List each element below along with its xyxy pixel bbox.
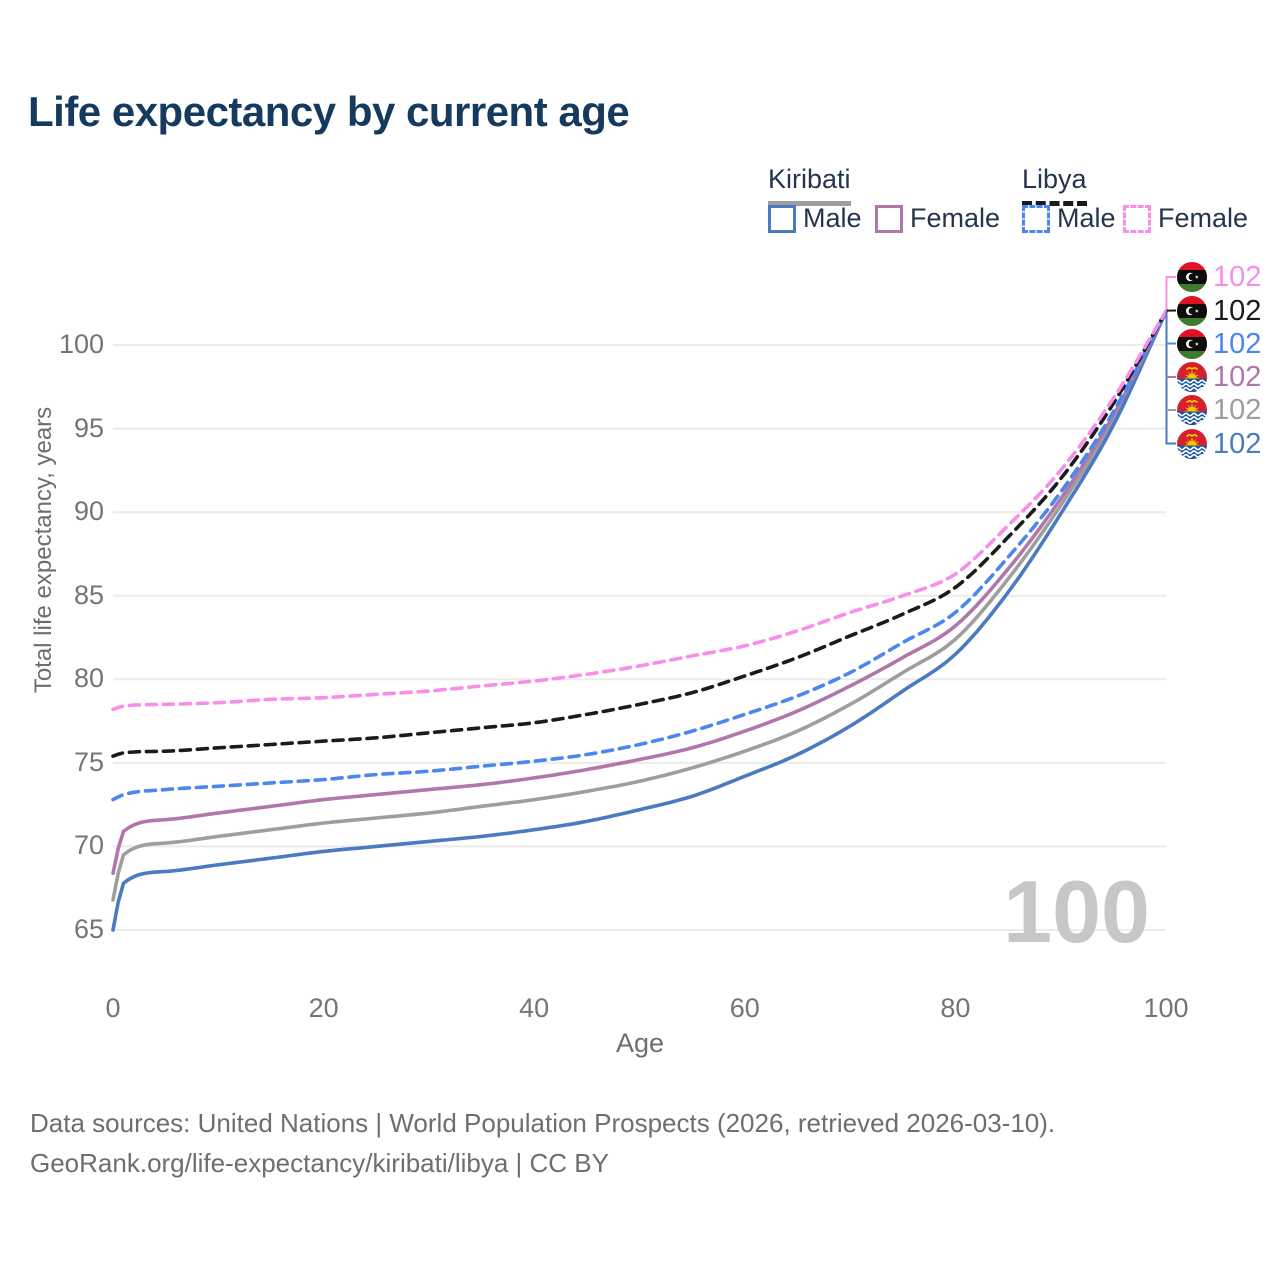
libya-female-label: Female: [1158, 203, 1249, 233]
kiribati-male-label: Male: [803, 203, 862, 233]
libya-flag-icon: [1177, 262, 1207, 292]
libya-male-swatch: [1022, 204, 1050, 233]
libya-flag: [1177, 295, 1207, 326]
end-label-libya-female: 102: [1177, 262, 1261, 292]
y-tick-70: 70: [73, 830, 104, 861]
footer-link: GeoRank.org/life-expectancy/kiribati/lib…: [30, 1148, 609, 1178]
chart-canvas[interactable]: [0, 0, 1280, 1080]
page-title: Life expectancy by current age: [28, 88, 630, 135]
libya-male-label: Male: [1057, 203, 1116, 233]
series-line-libya-male[interactable]: [111, 309, 1168, 802]
end-label-leaders: [1165, 276, 1177, 445]
leader-libya-female: [1165, 276, 1176, 312]
legend-group-kiribati[interactable]: Kiribati: [768, 164, 851, 206]
footer: Data sources: United Nations | World Pop…: [30, 1103, 1055, 1183]
x-axis-title: Age: [615, 1028, 665, 1058]
y-tick-100: 100: [58, 329, 104, 359]
x-tick-40: 40: [519, 993, 550, 1023]
y-tick-65: 65: [73, 914, 104, 944]
end-value: 102: [1213, 327, 1262, 360]
series-line-kiribati-female[interactable]: [111, 309, 1168, 875]
x-tick-60: 60: [729, 993, 760, 1023]
x-tick-80: 80: [940, 993, 971, 1023]
x-tick-100: 100: [1143, 993, 1189, 1023]
kiribati-female-swatch: [875, 204, 903, 233]
kiribati-flag-icon: [1177, 428, 1207, 459]
legend-item-libya-female[interactable]: Female: [1123, 203, 1248, 234]
libya-female-swatch: [1123, 204, 1151, 233]
end-value: 102: [1213, 261, 1262, 293]
y-tick-95: 95: [73, 412, 104, 443]
end-value: 102: [1213, 294, 1262, 327]
series-lines: [111, 309, 1168, 932]
x-tick-0: 0: [105, 993, 121, 1023]
y-tick-90: 90: [73, 496, 104, 527]
legend-group-libya[interactable]: Libya: [1022, 164, 1087, 206]
leader-kiribati-male: [1165, 311, 1176, 445]
legend-group-libya-label: Libya: [1022, 164, 1087, 206]
kiribati-flag: [1177, 395, 1207, 425]
legend-item-kiribati-female[interactable]: Female: [875, 203, 1000, 234]
kiribati-flag: [1177, 428, 1207, 459]
legend-item-kiribati-male[interactable]: Male: [768, 203, 862, 234]
kiribati-flag: [1177, 362, 1207, 392]
kiribati-flag-icon: [1177, 395, 1207, 425]
libya-flag: [1177, 262, 1207, 292]
end-label-libya-male: 102: [1177, 327, 1262, 360]
end-label-kiribati-both-sexes: 102: [1177, 395, 1261, 425]
gridlines: [113, 344, 1166, 931]
y-tick-85: 85: [73, 579, 104, 610]
libya-flag-icon: [1177, 295, 1207, 326]
y-axis-title: Total life expectancy, years: [30, 406, 57, 694]
series-line-kiribati-both-sexes[interactable]: [111, 309, 1168, 902]
y-tick-75: 75: [73, 746, 104, 777]
end-label-kiribati-male: 102: [1177, 427, 1262, 460]
footer-sources: Data sources: United Nations | World Pop…: [30, 1108, 1056, 1138]
libya-flag-icon: [1177, 328, 1207, 359]
x-tick-20: 20: [308, 993, 339, 1023]
end-value: 102: [1213, 427, 1262, 460]
series-line-libya-female[interactable]: [111, 309, 1168, 712]
kiribati-male-swatch: [768, 204, 796, 233]
kiribati-flag-icon: [1177, 362, 1207, 392]
end-label-libya-both-sexes: 102: [1177, 294, 1262, 327]
libya-flag: [1177, 328, 1207, 359]
end-value: 102: [1213, 361, 1262, 393]
end-label-kiribati-female: 102: [1177, 362, 1261, 392]
age-counter-watermark: 100: [1003, 862, 1150, 961]
legend-item-libya-male[interactable]: Male: [1022, 203, 1116, 234]
kiribati-female-label: Female: [910, 203, 1001, 233]
y-tick-80: 80: [73, 663, 104, 694]
series-line-kiribati-male[interactable]: [111, 309, 1168, 932]
legend-group-kiribati-label: Kiribati: [768, 164, 851, 206]
series-line-libya-both-sexes[interactable]: [111, 309, 1168, 758]
end-value: 102: [1213, 394, 1262, 426]
